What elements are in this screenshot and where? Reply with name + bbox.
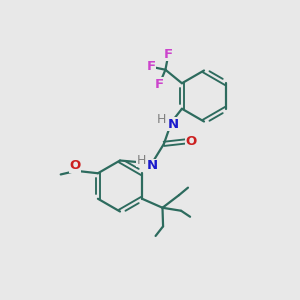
Text: N: N bbox=[147, 159, 158, 172]
Text: O: O bbox=[69, 159, 80, 172]
Text: H: H bbox=[157, 113, 167, 126]
Text: N: N bbox=[167, 118, 178, 130]
Text: F: F bbox=[155, 78, 164, 91]
Text: F: F bbox=[146, 60, 156, 73]
Text: H: H bbox=[137, 154, 146, 167]
Text: F: F bbox=[164, 48, 173, 61]
Text: O: O bbox=[185, 135, 197, 148]
